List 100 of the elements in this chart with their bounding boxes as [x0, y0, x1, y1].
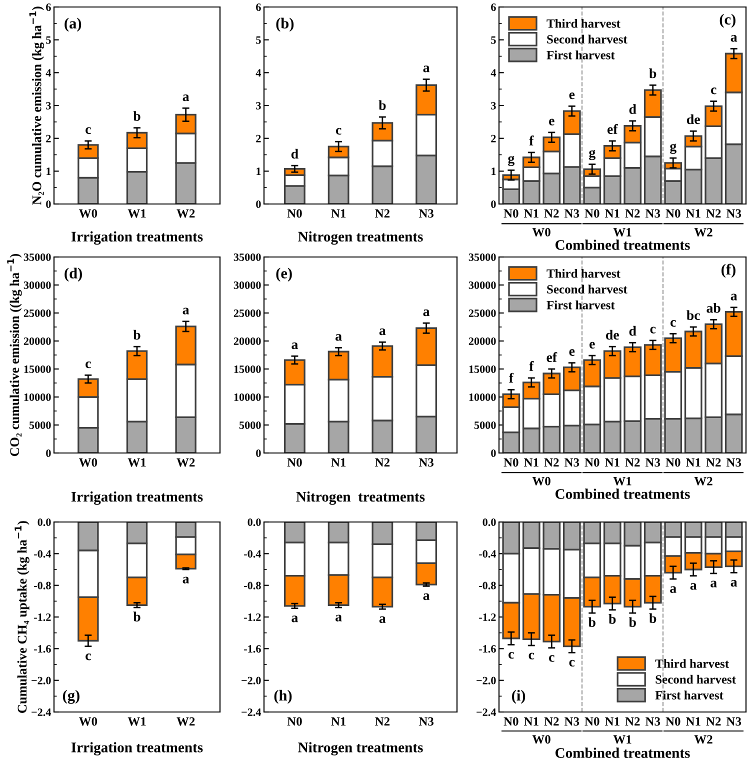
- data-label: e: [590, 342, 595, 349]
- x-tick-label: W2: [176, 717, 195, 726]
- x-tick-label: N2: [625, 458, 640, 467]
- data-label: a: [182, 308, 190, 314]
- y-tick-label: 10000: [469, 393, 496, 401]
- legend-label: Third harvest: [546, 18, 620, 28]
- data-label: a: [423, 309, 430, 316]
- x-tick-label: N3: [726, 717, 742, 726]
- x-tick-label: N0: [287, 458, 302, 467]
- x-tick-label: N0: [666, 458, 680, 467]
- x-tick-label: N3: [418, 458, 434, 467]
- y-tick-label: 2: [46, 134, 51, 142]
- x-tick-label: N0: [584, 209, 600, 218]
- data-label: a: [379, 616, 386, 624]
- text: W2: [694, 735, 712, 744]
- data-label: b: [628, 617, 636, 627]
- x-tick-label: N3: [645, 209, 660, 218]
- x-tick-label: N1: [331, 717, 346, 726]
- x-tick-label: W0: [78, 458, 98, 467]
- x-tick-label: N1: [524, 209, 538, 218]
- data-label: a: [730, 580, 738, 587]
- y-tick-label: 5: [491, 36, 496, 44]
- y-tick-label: 0: [256, 200, 261, 208]
- x-tick-label: W0: [78, 209, 98, 218]
- y-tick-label: 35000: [24, 253, 51, 261]
- x-tick-label: N3: [564, 458, 580, 467]
- y-tick-label: 0.0: [248, 518, 261, 526]
- y-tick-label: 0.0: [482, 518, 496, 526]
- y-tick-label: 0: [491, 449, 496, 457]
- x-tick-label: N2: [375, 717, 390, 726]
- legend-label: Third harvest: [546, 268, 620, 278]
- text: (h): [274, 690, 292, 704]
- data-label: e: [549, 118, 554, 126]
- x-tick-label: W0: [78, 717, 98, 726]
- x-tick-label: N1: [686, 209, 700, 218]
- y-tick-label: -0.4: [244, 550, 262, 558]
- x-tick-label: N3: [645, 717, 660, 726]
- y-tick-label: −2.4: [32, 708, 52, 716]
- x-tick-label: N1: [524, 717, 538, 726]
- data-label: c: [711, 88, 716, 94]
- y-tick-label: 5: [46, 36, 51, 44]
- legend-label: First harvest: [655, 690, 724, 700]
- y-tick-label: 2: [256, 134, 261, 142]
- x-axis-title: Combined treatments: [556, 748, 690, 758]
- data-label: a: [336, 614, 342, 622]
- x-tick-label: N1: [686, 717, 700, 726]
- x-tick-label: N1: [686, 458, 700, 467]
- y-tick-label: 5000: [474, 421, 496, 429]
- y-tick-label: −2.0: [476, 676, 496, 684]
- x-tick-label: N3: [418, 209, 434, 218]
- x-tick-label: N2: [706, 209, 721, 218]
- data-label: a: [730, 294, 738, 300]
- legend-label: Second harvest: [656, 674, 736, 684]
- x-tick-label: N2: [375, 458, 390, 467]
- x-tick-label: N3: [645, 458, 660, 467]
- text: (b): [276, 18, 294, 32]
- x-tick-label: N2: [706, 458, 721, 467]
- text: W2: [694, 228, 712, 237]
- data-label: a: [182, 576, 190, 584]
- x-tick-label: N0: [666, 717, 680, 726]
- y-tick-label: 4: [256, 69, 262, 77]
- y-tick-label: 0: [46, 200, 51, 208]
- y-tick-label: 1: [46, 168, 51, 176]
- text: W1: [613, 735, 632, 744]
- x-tick-label: W2: [176, 458, 195, 467]
- y-axis-title: CO₂ cumulative emission ((kg ha$^{−1}$): [7, 254, 22, 456]
- x-tick-label: N0: [287, 717, 302, 726]
- y-tick-label: -1.6: [479, 645, 496, 653]
- y-tick-label: 5000: [239, 421, 261, 429]
- x-axis-title: Combined treatments: [556, 488, 690, 499]
- data-label: a: [710, 580, 717, 588]
- y-tick-label: 15000: [24, 365, 51, 373]
- x-tick-label: W2: [176, 209, 195, 218]
- x-tick-label: N0: [584, 717, 600, 726]
- y-tick-label: -1.2: [34, 613, 51, 622]
- text: W0: [532, 476, 550, 486]
- legend-label: First harvest: [546, 300, 615, 310]
- text: W0: [532, 735, 550, 744]
- y-tick-label: -0.8: [244, 582, 261, 590]
- x-tick-label: N1: [604, 458, 620, 467]
- data-label: a: [690, 583, 697, 590]
- x-tick-label: N2: [375, 209, 390, 218]
- y-tick-label: 20000: [234, 337, 261, 345]
- x-tick-label: N1: [331, 209, 346, 218]
- data-label: d: [629, 104, 636, 114]
- x-tick-label: W1: [128, 458, 146, 467]
- y-tick-label: 4: [46, 69, 52, 77]
- text: W0: [532, 228, 550, 237]
- text: (e): [276, 268, 292, 282]
- x-tick-label: N0: [287, 209, 302, 218]
- x-tick-label: N0: [504, 717, 518, 726]
- x-tick-label: N2: [544, 209, 559, 218]
- y-tick-label: 10000: [24, 393, 51, 401]
- y-tick-label: 6: [491, 3, 496, 11]
- y-tick-label: 3: [46, 102, 51, 110]
- data-label: c: [508, 652, 514, 659]
- text: (g): [62, 690, 80, 704]
- y-tick-label: -0.8: [34, 582, 51, 590]
- text: (a): [64, 18, 82, 32]
- x-axis-title: Irrigation treatments: [71, 491, 203, 505]
